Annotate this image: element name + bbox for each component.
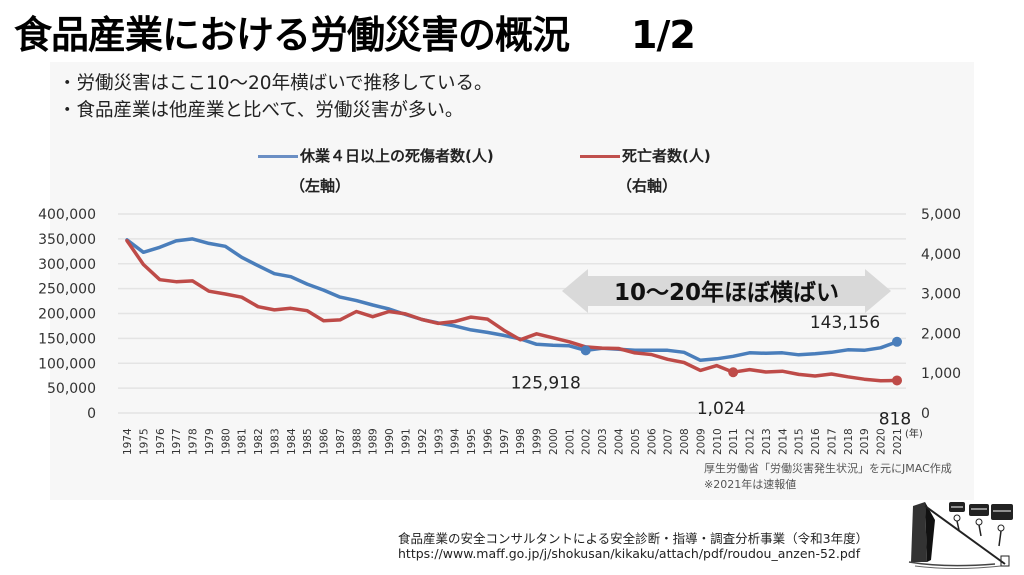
- x-tick-label: 1992: [417, 428, 429, 455]
- x-tick-label: 2015: [794, 428, 806, 455]
- footer-url[interactable]: https://www.maff.go.jp/j/shokusan/kikaku…: [398, 546, 861, 561]
- footer-title: 食品産業の安全コンサルタントによる安全診断・指導・調査分析事業（令和3年度）: [398, 531, 869, 546]
- x-tick-label: 1987: [335, 428, 347, 455]
- x-tick-label: 1993: [433, 428, 445, 455]
- legend-item-injuries: 休業４日以上の死傷者数(人): [258, 145, 494, 166]
- legend-label: 死亡者数(人): [622, 147, 711, 165]
- y-left-tick-label: 100,000: [38, 356, 96, 372]
- x-tick-label: 2010: [712, 428, 724, 455]
- highlight-marker: [892, 336, 902, 347]
- y-left-tick-label: 50,000: [47, 381, 96, 397]
- x-tick-label: 2009: [695, 428, 707, 455]
- x-tick-label: 1991: [401, 428, 413, 455]
- y-left-tick-label: 300,000: [38, 257, 96, 273]
- x-tick-label: 1977: [171, 428, 183, 455]
- series-line-deaths: [125, 238, 899, 383]
- y-right-tick-label: 5,000: [921, 207, 961, 223]
- x-tick-label: 1997: [499, 428, 511, 455]
- y-right-tick-label: 3,000: [921, 287, 961, 303]
- source-note: ※2021年は速報値: [704, 478, 797, 491]
- legend-axis-note-left: （左軸）: [290, 177, 351, 195]
- x-tick-label: 1998: [515, 428, 527, 455]
- x-tick-label: 2019: [859, 428, 871, 455]
- x-tick-label: 1975: [138, 428, 150, 455]
- x-tick-label: 2004: [613, 428, 625, 455]
- x-tick-label: 2008: [679, 428, 691, 455]
- x-tick-label: 2000: [548, 428, 560, 455]
- page-title: 食品産業における労働災害の概況 1/2: [14, 4, 696, 59]
- arrow-label: 10～20年ほぼ横ばい: [614, 279, 839, 306]
- x-tick-label: 2018: [843, 428, 855, 455]
- flat-trend-arrow: [562, 269, 891, 313]
- legend-axis-note-right: （右軸）: [617, 177, 678, 195]
- x-tick-label: 2021: [892, 428, 904, 455]
- x-tick-label: 2012: [745, 428, 757, 455]
- y-right-tick-label: 0: [921, 406, 930, 422]
- x-tick-label: 1976: [155, 428, 167, 455]
- x-tick-label: 2002: [581, 428, 593, 455]
- bullet-item: ・食品産業は他産業と比べて、労働災害が多い。: [58, 100, 464, 121]
- x-tick-label: 1988: [351, 428, 363, 455]
- x-tick-label: 2017: [826, 428, 838, 455]
- title-text: 食品産業における労働災害の概況: [14, 13, 570, 57]
- y-right-tick-label: 1,000: [921, 366, 961, 382]
- y-left-tick-label: 200,000: [38, 307, 96, 323]
- x-tick-label: 1983: [269, 428, 281, 455]
- legend-swatch-red: [580, 155, 620, 158]
- x-tick-label: 2003: [597, 428, 609, 455]
- x-tick-label: 1979: [204, 428, 216, 455]
- x-tick-label: 1974: [122, 428, 134, 455]
- bullet-list: ・労働災害はここ10～20年横ばいで推移している。 ・食品産業は他産業と比べて、…: [58, 70, 492, 124]
- y-left-tick-label: 150,000: [38, 331, 96, 347]
- data-label: 818: [879, 409, 911, 429]
- data-label: 143,156: [810, 313, 880, 333]
- legend-item-deaths: 死亡者数(人): [580, 145, 711, 166]
- x-tick-label: 2013: [761, 428, 773, 455]
- x-tick-label: 1978: [188, 428, 200, 455]
- x-tick-label: 1986: [319, 428, 331, 455]
- x-tick-label: 2014: [777, 428, 789, 455]
- legend-swatch-blue: [258, 155, 298, 158]
- data-label: 1,024: [697, 399, 746, 419]
- x-tick-label: 2005: [630, 428, 642, 455]
- source-line: 厚生労働省「労働災害発生状況」を元にJMAC作成: [704, 462, 952, 475]
- x-tick-label: 1995: [466, 428, 478, 455]
- x-tick-label: 1999: [532, 428, 544, 455]
- x-tick-label: 1989: [368, 428, 380, 455]
- x-tick-label: 1996: [482, 428, 494, 455]
- data-label: 125,918: [511, 373, 581, 393]
- x-tick-label: 1982: [253, 428, 265, 455]
- highlight-marker: [580, 345, 591, 356]
- y-right-tick-label: 2,000: [921, 326, 961, 342]
- x-tick-label: 1981: [237, 428, 249, 455]
- y-right-tick-label: 4,000: [921, 247, 961, 263]
- x-tick-label: 1985: [302, 428, 314, 455]
- x-tick-label: 1980: [220, 428, 232, 455]
- x-axis-label: (年): [905, 427, 923, 440]
- x-tick-label: 1990: [384, 428, 396, 455]
- footer-citation: 食品産業の安全コンサルタントによる安全診断・指導・調査分析事業（令和3年度） h…: [398, 531, 868, 561]
- y-left-tick-label: 400,000: [38, 207, 96, 223]
- x-tick-label: 2006: [646, 428, 658, 455]
- cartoon-illustration: [908, 502, 1013, 569]
- x-tick-label: 2016: [810, 428, 822, 455]
- x-tick-label: 1994: [450, 428, 462, 455]
- x-tick-label: 2001: [564, 428, 576, 455]
- y-left-tick-label: 0: [87, 406, 96, 422]
- series-line-injuries: [125, 237, 899, 363]
- bullet-item: ・労働災害はここ10～20年横ばいで推移している。: [58, 73, 493, 94]
- highlight-marker: [892, 375, 902, 386]
- x-tick-label: 1984: [286, 428, 298, 455]
- x-tick-label: 2011: [728, 428, 740, 455]
- highlight-marker: [728, 367, 739, 378]
- page-number: 1/2: [631, 13, 696, 57]
- x-tick-label: 2007: [663, 428, 675, 455]
- legend-label: 休業４日以上の死傷者数(人): [300, 147, 494, 165]
- y-left-tick-label: 350,000: [38, 232, 96, 248]
- y-left-tick-label: 250,000: [38, 282, 96, 298]
- x-tick-label: 2020: [876, 428, 888, 455]
- chart-source: 厚生労働省「労働災害発生状況」を元にJMAC作成 ※2021年は速報値: [704, 461, 952, 493]
